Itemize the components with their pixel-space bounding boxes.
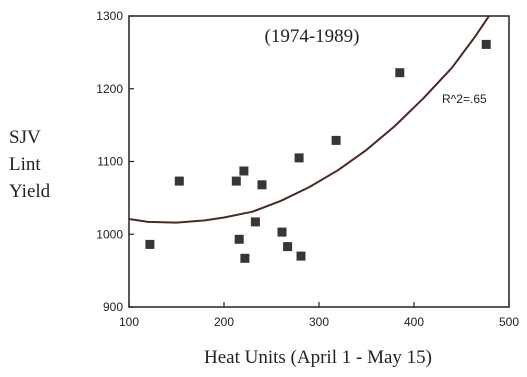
fit-curve-group <box>129 16 491 224</box>
y-tick-label: 900 <box>103 300 123 314</box>
y-axis-label-line-3: Yield <box>9 181 51 202</box>
x-tick-label: 400 <box>404 315 424 329</box>
x-axis-label: Heat Units (April 1 - May 15) <box>204 347 432 368</box>
data-point <box>231 176 241 186</box>
data-points <box>145 39 491 263</box>
fit-curve <box>129 16 491 224</box>
data-point <box>239 166 249 176</box>
data-point <box>257 180 267 190</box>
data-point <box>250 217 260 227</box>
period-annotation: (1974-1989) <box>265 26 360 47</box>
data-point <box>145 239 155 249</box>
x-tick-label: 200 <box>214 315 234 329</box>
r2-annotation: R^2=.65 <box>442 92 487 106</box>
plot-frame <box>128 15 510 308</box>
data-point <box>294 153 304 163</box>
y-tick-label: 1200 <box>96 82 123 96</box>
data-point <box>395 68 405 78</box>
data-point <box>481 39 491 49</box>
y-tick-label: 1100 <box>97 155 123 169</box>
tick-marks: 100 200 300 400 500 900 1000 1100 1200 1300 <box>96 9 519 329</box>
data-point <box>240 253 250 263</box>
axes <box>128 15 510 308</box>
data-point <box>331 135 341 145</box>
data-point <box>277 227 287 237</box>
x-tick-label: 100 <box>119 315 139 329</box>
x-tick-label: 500 <box>499 315 519 329</box>
data-point <box>296 251 306 261</box>
y-axis-label-line-2: Lint <box>9 154 41 175</box>
y-tick-label: 1300 <box>96 9 123 23</box>
x-tick-label: 300 <box>309 315 329 329</box>
data-point <box>174 176 184 186</box>
data-point <box>234 234 244 244</box>
data-point <box>283 242 293 252</box>
y-axis-label-line-1: SJV <box>9 127 41 148</box>
y-tick-label: 1000 <box>96 227 123 241</box>
